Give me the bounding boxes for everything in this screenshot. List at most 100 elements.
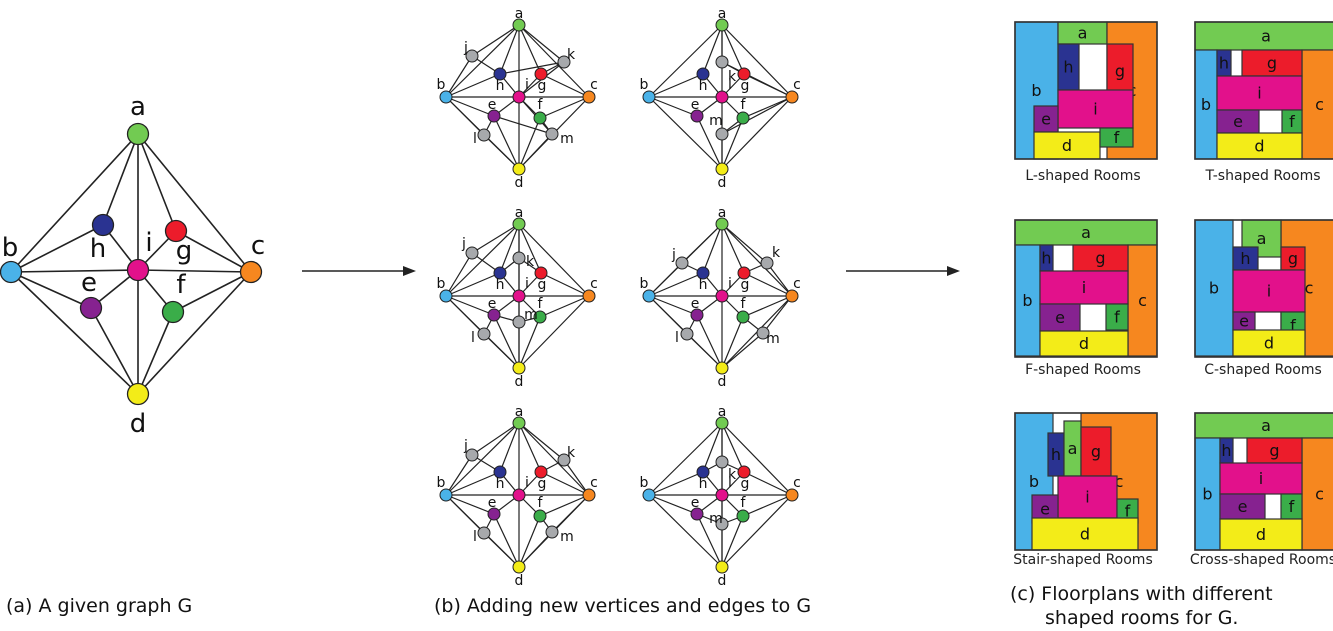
graph-edge bbox=[445, 252, 473, 297]
graph-edge bbox=[499, 223, 520, 274]
vertex-label: g bbox=[741, 78, 750, 94]
vertex-h bbox=[91, 213, 115, 237]
graph-edge bbox=[175, 230, 252, 273]
room-label: e bbox=[1239, 312, 1249, 331]
graph-edge bbox=[742, 295, 793, 318]
vertex-i bbox=[512, 90, 526, 104]
room-label: f bbox=[1290, 316, 1296, 335]
floorplan: bachgiedf bbox=[1014, 21, 1158, 160]
vertex-label: k bbox=[526, 254, 535, 270]
room-c bbox=[1301, 49, 1333, 160]
vertex-label: c bbox=[251, 231, 265, 261]
vertex-b bbox=[439, 488, 453, 502]
graph-edge bbox=[540, 471, 590, 496]
graph-edge bbox=[648, 96, 698, 117]
vertex-label: m bbox=[560, 529, 574, 545]
caption-c-line1: (c) Floorplans with different bbox=[1010, 583, 1273, 605]
floorplan-border bbox=[1014, 21, 1158, 160]
graph-edge bbox=[539, 494, 590, 517]
arrow-head bbox=[403, 266, 416, 276]
graph-edge bbox=[518, 531, 553, 568]
floorplan: a b c h gie f d bbox=[1014, 219, 1158, 358]
vertex-j bbox=[675, 256, 689, 270]
room-label: g bbox=[1267, 54, 1277, 73]
room-label: e bbox=[1055, 308, 1065, 327]
graph-edge bbox=[518, 133, 553, 170]
room-label: b bbox=[1202, 485, 1212, 504]
room-b bbox=[1014, 244, 1041, 357]
graph-edge bbox=[172, 271, 252, 313]
floorplan-border bbox=[1014, 219, 1158, 358]
vertex-label: d bbox=[130, 409, 147, 439]
floorplan-title: L-shaped Rooms bbox=[1025, 168, 1141, 184]
graph-edge bbox=[721, 494, 793, 568]
vertex-label: b bbox=[640, 276, 649, 292]
room-label: c bbox=[1305, 279, 1314, 298]
graph-edge bbox=[518, 295, 590, 369]
variant-graph: a b c d i h g e f j k l m bbox=[437, 205, 598, 390]
room-d bbox=[1033, 131, 1101, 160]
room-label: d bbox=[1062, 136, 1072, 155]
vertex-m bbox=[715, 517, 729, 531]
vertex-label: a bbox=[130, 92, 146, 122]
room-e bbox=[1039, 303, 1081, 332]
room-label: f bbox=[1289, 497, 1295, 516]
vertex-label: h bbox=[699, 277, 708, 293]
room-label: d bbox=[1254, 137, 1264, 156]
vertex-label: d bbox=[718, 573, 727, 589]
room-label: g bbox=[1269, 441, 1279, 460]
vertex-label: l bbox=[473, 131, 477, 147]
variant-graph: a b c d i h g e f j k l m bbox=[437, 404, 598, 589]
graph-edge bbox=[445, 422, 520, 496]
vertex-m bbox=[715, 127, 729, 141]
vertex-g bbox=[534, 67, 548, 81]
vertex-e bbox=[487, 109, 501, 123]
graph-edge bbox=[445, 73, 501, 98]
main-graph: a b c d e fg h i bbox=[0, 92, 265, 439]
vertex-c bbox=[239, 260, 263, 284]
graph-edge bbox=[10, 133, 139, 273]
vertex-label: e bbox=[691, 495, 700, 511]
graph-edge bbox=[90, 307, 139, 395]
vertex-label: m bbox=[560, 131, 574, 147]
vertex-label: l bbox=[473, 529, 477, 545]
vertex-h bbox=[696, 67, 710, 81]
graph-edge bbox=[499, 61, 565, 75]
room-b bbox=[1194, 219, 1234, 357]
graph-edge bbox=[702, 223, 723, 274]
floorplan-title: Cross-shaped Rooms bbox=[1189, 552, 1333, 568]
vertex-m bbox=[545, 127, 559, 141]
vertex-label: g bbox=[176, 236, 193, 266]
vertex-a bbox=[512, 416, 526, 430]
floorplan: b c h a g i e f d bbox=[1014, 412, 1158, 551]
graph-edge bbox=[721, 316, 744, 369]
vertex-a bbox=[715, 416, 729, 430]
graph-edge bbox=[742, 494, 793, 517]
graph-edge bbox=[551, 494, 590, 533]
vertex-label: k bbox=[728, 69, 737, 85]
vertex-c bbox=[785, 488, 799, 502]
room-label: i bbox=[1267, 282, 1271, 301]
vertex-j bbox=[465, 246, 479, 260]
graph-edge bbox=[518, 223, 542, 274]
graph-edge bbox=[721, 96, 793, 135]
vertex-label: f bbox=[741, 97, 747, 113]
graph-edge bbox=[471, 24, 520, 57]
graph-edge bbox=[518, 24, 565, 63]
vertex-c bbox=[582, 289, 596, 303]
vertex-k bbox=[760, 256, 774, 270]
vertex-label: i bbox=[525, 276, 529, 292]
vertex-label: d bbox=[718, 175, 727, 191]
vertex-l bbox=[477, 526, 491, 540]
room-label: a bbox=[1261, 27, 1271, 46]
vertex-f bbox=[533, 111, 547, 125]
vertex-c bbox=[582, 488, 596, 502]
room-label: a bbox=[1257, 229, 1267, 248]
room-label: h bbox=[1219, 54, 1229, 73]
room-label: d bbox=[1256, 525, 1266, 544]
room-label: b bbox=[1209, 279, 1219, 298]
vertex-label: e bbox=[691, 97, 700, 113]
variant-graph: a b c d i h g e f j k l m bbox=[437, 6, 598, 191]
vertex-label: e bbox=[488, 495, 497, 511]
